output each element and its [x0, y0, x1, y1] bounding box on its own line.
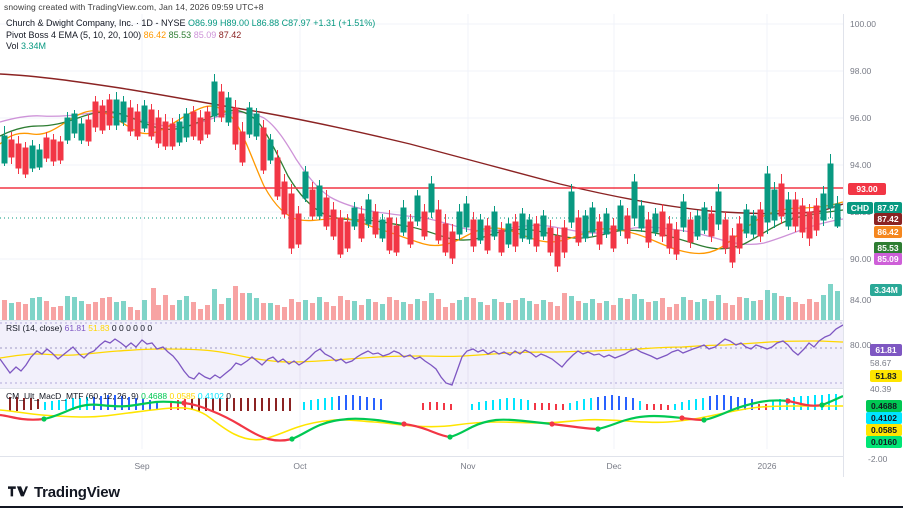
rsi-extra-values: 0 0 0 0 0 0: [111, 323, 153, 333]
macd-badge-4[interactable]: 0.0160: [866, 436, 902, 448]
rsi-line: [0, 324, 843, 386]
macd-badge-2[interactable]: 0.4102: [866, 412, 902, 424]
rsi-plot[interactable]: [0, 321, 843, 389]
macd-name[interactable]: CM_Ult_MacD_MTF (60, 12, 26, 9): [6, 391, 139, 401]
legend-low-value: 86.88: [256, 18, 280, 28]
legend-indicator-name[interactable]: Pivot Boss 4 EMA (5, 10, 20, 100): [6, 29, 142, 40]
legend-ema5-value: 86.42: [143, 29, 167, 40]
legend-exchange: - NYSE: [155, 18, 186, 28]
axis-tick-98: 98.00: [850, 66, 872, 76]
macd-hist-value: 0.0585: [169, 391, 196, 401]
legend-close-label: C: [281, 18, 289, 28]
price-axis[interactable]: 100.00 98.00 96.00 94.00 92.00 90.00 84.…: [843, 14, 903, 477]
legend-indicator-row[interactable]: Pivot Boss 4 EMA (5, 10, 20, 100) 86.42 …: [6, 30, 375, 42]
legend-sep: ·: [135, 18, 139, 28]
rsi-ma-badge[interactable]: 51.83: [870, 370, 902, 382]
pane-divider-2: [0, 388, 903, 389]
tradingview-logo-icon: [8, 486, 28, 497]
axis-tick-90: 90.00: [850, 254, 872, 264]
ema100-badge[interactable]: 87.42: [874, 213, 902, 225]
x-tick-oct: Oct: [293, 461, 307, 471]
macd-signal-value: 0.4102: [197, 391, 224, 401]
macd-histogram: [9, 394, 837, 411]
macd-legend[interactable]: CM_Ult_MacD_MTF (60, 12, 26, 9) 0.4688 0…: [6, 391, 231, 402]
rsi-ma-line: [0, 340, 843, 363]
rsi-name[interactable]: RSI (14, close): [6, 323, 63, 333]
time-axis[interactable]: Sep Oct Nov Dec 2026: [0, 456, 843, 477]
ema100-line: [0, 73, 843, 215]
rsi-ma-value: 51.83: [88, 323, 110, 333]
rsi-tick-40: 40.39: [870, 384, 892, 394]
legend-volume-row[interactable]: Vol 3.34M: [6, 41, 375, 53]
rsi-tick-58: 58.67: [870, 358, 892, 368]
macd-signal-line: [0, 405, 843, 441]
bottom-rule: [0, 506, 903, 508]
axis-tick-96: 96.00: [850, 113, 872, 123]
rsi-vgridlines: [141, 321, 768, 389]
price-vgridlines: [141, 14, 768, 321]
x-tick-nov: Nov: [460, 461, 476, 471]
ema5-badge[interactable]: 86.42: [874, 226, 902, 238]
price-pane[interactable]: D E D ⚡: [0, 14, 843, 336]
volume-bars: [2, 284, 840, 321]
legend-high-value: 89.00: [226, 18, 250, 28]
macd-vgridlines: [141, 389, 768, 449]
ema10-badge[interactable]: 85.53: [874, 242, 902, 254]
x-tick-sep: Sep: [134, 461, 150, 471]
legend-symbol[interactable]: Church & Dwight Company, Inc.: [6, 18, 134, 28]
ema20-badge[interactable]: 85.09: [874, 253, 902, 265]
legend-interval[interactable]: 1D: [141, 18, 153, 28]
last-price-badge[interactable]: 87.97: [874, 202, 902, 214]
tradingview-watermark: snowing created with TradingView.com, Ja…: [4, 2, 264, 12]
tradingview-branding: TradingView: [8, 484, 120, 501]
macd-value: 0.4688: [141, 391, 168, 401]
legend-close-value: 87.97: [288, 18, 311, 28]
x-tick-dec: Dec: [606, 461, 622, 471]
legend-symbol-row[interactable]: Church & Dwight Company, Inc. · 1D - NYS…: [6, 18, 375, 30]
price-line-badge-93[interactable]: 93.00: [848, 183, 886, 195]
pane-divider-1: [0, 320, 903, 321]
rsi-value-badge[interactable]: 61.81: [870, 344, 902, 356]
macd-line: [0, 394, 843, 442]
macd-pane[interactable]: CM_Ult_MacD_MTF (60, 12, 26, 9) 0.4688 0…: [0, 389, 843, 449]
macd-plot[interactable]: [0, 389, 843, 449]
legend-open-value: 86.99: [195, 18, 218, 28]
price-plot[interactable]: [0, 14, 843, 321]
macd-badge-1[interactable]: 0.4688: [866, 400, 902, 412]
volume-badge[interactable]: 3.34M: [870, 284, 902, 296]
tradingview-logo-text: TradingView: [34, 484, 120, 501]
legend-ema20-value: 85.09: [193, 29, 217, 40]
legend-change: +1.31: [313, 18, 336, 28]
rsi-value: 61.81: [64, 323, 86, 333]
axis-tick-80: 80.00: [850, 340, 872, 350]
legend-high-label: H: [220, 18, 227, 28]
macd-badge-3[interactable]: 0.0585: [866, 424, 902, 436]
legend-ema10-value: 85.53: [168, 29, 192, 40]
legend-change-pct: (+1.51%): [338, 18, 376, 28]
axis-tick-100: 100.00: [850, 19, 876, 29]
legend-low-label: L: [251, 18, 257, 28]
legend-volume-value: 3.34M: [21, 41, 47, 51]
legend-volume-label: Vol: [6, 41, 19, 51]
macd-zero-value: 0: [226, 391, 231, 401]
legend-open-label: O: [187, 18, 195, 28]
symbol-badge-chd[interactable]: CHD: [847, 202, 873, 214]
macd-pivot-dots: [41, 398, 825, 442]
legend-ema100-value: 87.42: [218, 29, 242, 40]
chart-root[interactable]: Church & Dwight Company, Inc. · 1D - NYS…: [0, 14, 903, 477]
rsi-legend[interactable]: RSI (14, close) 61.81 51.83 0 0 0 0 0 0: [6, 323, 152, 334]
axis-tick-84-a: 84.00: [850, 295, 872, 305]
macd-tick-minus2: -2.00: [868, 454, 888, 464]
axis-tick-94: 94.00: [850, 160, 872, 170]
x-tick-2026: 2026: [757, 461, 777, 471]
candlesticks: [1, 74, 841, 272]
rsi-pane[interactable]: RSI (14, close) 61.81 51.83 0 0 0 0 0 0: [0, 321, 843, 389]
chart-legend: Church & Dwight Company, Inc. · 1D - NYS…: [6, 18, 375, 53]
